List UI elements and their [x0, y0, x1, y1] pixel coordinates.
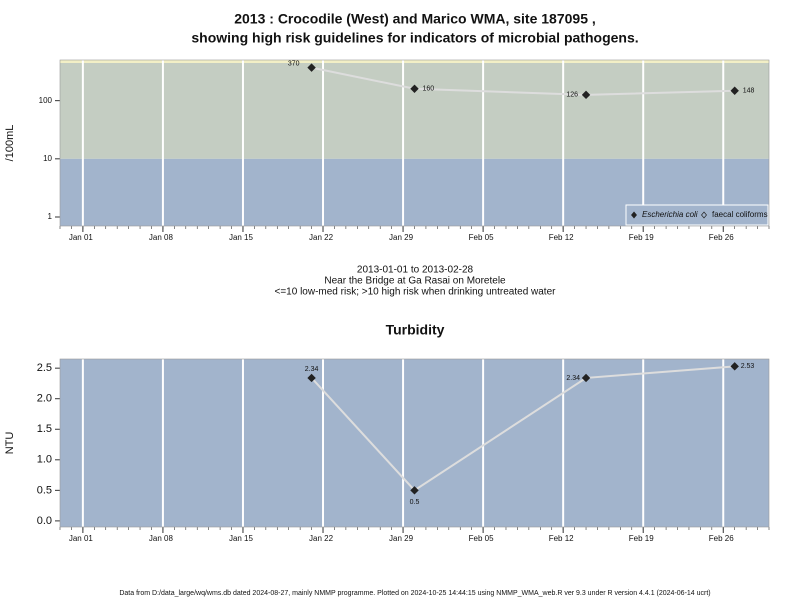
legend-marker	[631, 211, 637, 219]
data-point	[730, 86, 739, 95]
x-tick-label: Jan 22	[309, 534, 334, 543]
legend-marker	[701, 211, 707, 219]
x-tick-label: Jan 29	[389, 233, 414, 242]
series-line	[310, 365, 735, 492]
caption: 2013-01-01 to 2013-02-28	[357, 265, 474, 276]
x-tick-label: Feb 05	[469, 534, 494, 543]
x-tick-label: Feb 26	[709, 233, 734, 242]
y-tick-label: 1	[48, 212, 53, 221]
x-tick-label: Feb 12	[549, 233, 574, 242]
y-axis-label: /100mL	[4, 125, 16, 162]
x-tick-label: Feb 19	[629, 233, 654, 242]
chart-title: showing high risk guidelines for indicat…	[191, 30, 638, 46]
x-tick-label: Jan 01	[69, 233, 94, 242]
data-label: 2.53	[741, 363, 755, 370]
data-label: 370	[288, 60, 300, 67]
y-tick-label: 1.0	[37, 454, 52, 466]
data-point	[307, 63, 316, 72]
data-point	[581, 90, 591, 100]
data-label: 126	[566, 92, 578, 99]
x-tick-label: Feb 26	[709, 534, 734, 543]
data-label: 160	[423, 86, 435, 93]
y-tick-label: 0.0	[37, 515, 52, 527]
plot-frame	[59, 358, 770, 528]
y-tick-label: 2.0	[37, 393, 52, 405]
legend: Escherichia coli faecal coliforms	[625, 204, 769, 226]
x-tick-label: Feb 12	[549, 534, 574, 543]
x-tick-label: Feb 19	[629, 534, 654, 543]
x-tick-label: Jan 08	[149, 233, 174, 242]
x-tick-label: Jan 08	[149, 534, 174, 543]
y-tick-label: 10	[43, 154, 52, 163]
plot-frame	[59, 59, 770, 227]
band-high	[60, 60, 769, 159]
x-tick-label: Jan 01	[69, 534, 94, 543]
series-line	[311, 66, 735, 96]
y-axis-label: NTU	[4, 432, 16, 455]
caption: <=10 low-med risk; >10 high risk when dr…	[275, 287, 557, 298]
caption: Near the Bridge at Ga Rasai on Moretele	[324, 276, 506, 287]
data-label: 2.34	[566, 375, 580, 382]
chart-title: 2013 : Crocodile (West) and Marico WMA, …	[234, 11, 596, 27]
data-label: 2.34	[305, 366, 319, 373]
top-strip	[60, 60, 769, 63]
data-label: 148	[743, 88, 755, 95]
x-tick-label: Jan 22	[309, 233, 334, 242]
y-tick-label: 2.5	[37, 362, 52, 374]
x-tick-label: Jan 29	[389, 534, 414, 543]
legend-label: Escherichia coli	[642, 210, 698, 219]
data-label: 0.5	[410, 499, 420, 506]
y-tick-label: 1.5	[37, 423, 52, 435]
data-point	[730, 362, 739, 371]
y-tick-label: 100	[39, 96, 53, 105]
chart-title: Turbidity	[386, 322, 445, 338]
legend-box	[625, 204, 769, 226]
x-tick-label: Jan 15	[229, 534, 254, 543]
legend-label: faecal coliforms	[712, 210, 768, 219]
data-point	[410, 84, 419, 93]
data-point	[410, 486, 419, 495]
y-tick-label: 0.5	[37, 484, 52, 496]
plot-background	[60, 359, 769, 527]
data-point	[307, 373, 316, 383]
source-note: Data from D:/data_large/wq/wms.db dated …	[119, 590, 710, 597]
x-tick-label: Feb 05	[469, 233, 494, 242]
x-tick-label: Jan 15	[229, 233, 254, 242]
data-point	[581, 373, 591, 383]
